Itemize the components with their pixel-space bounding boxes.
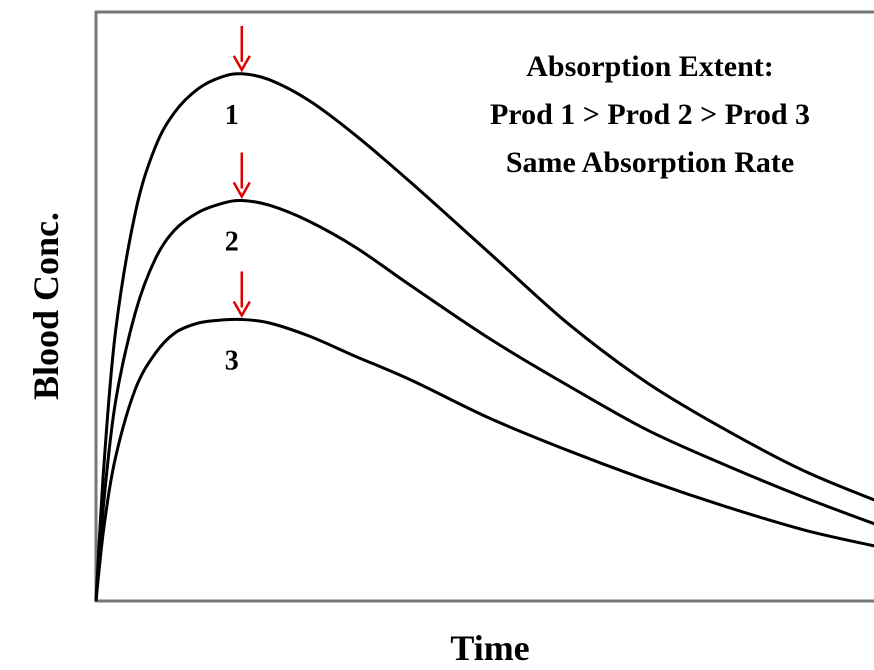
annotation-line-3: Same Absorption Rate [506,146,794,179]
series-line-2 [94,198,874,602]
series-line-3 [94,317,874,602]
peak-arrow-head-3 [232,300,251,318]
annotation-line-2: Prod 1 > Prod 2 > Prod 3 [490,98,810,131]
x-axis-label: Time [450,628,529,668]
peak-arrow-head-2 [232,181,251,199]
y-axis-label: Blood Conc. [26,212,66,400]
curve-label-2: 2 [225,226,239,257]
curve-label-1: 1 [225,100,239,131]
plot-frame [94,10,874,603]
curve-label-3: 3 [225,345,239,376]
curves-group [94,72,874,602]
annotation-line-1: Absorption Extent: [526,50,774,83]
peak-arrows-group [232,25,251,318]
series-line-1 [94,72,874,602]
curve-labels-group: 1 2 3 [225,100,239,377]
peak-arrow-head-1 [232,55,251,73]
